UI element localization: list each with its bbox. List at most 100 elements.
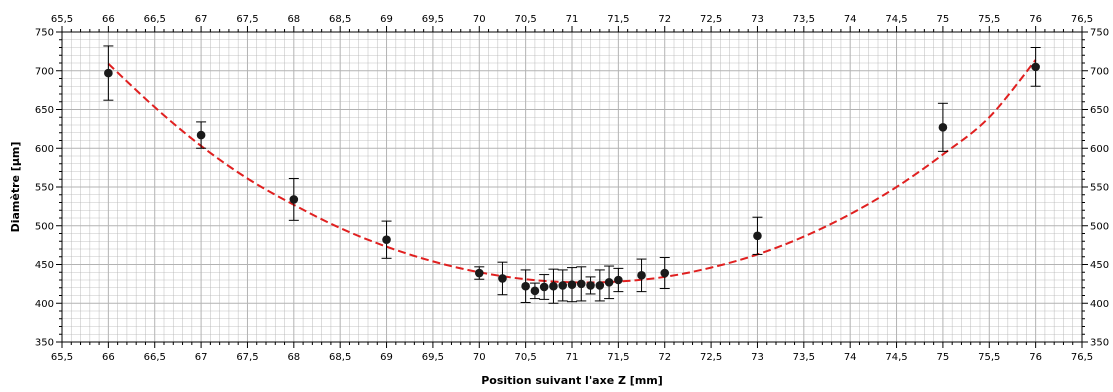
data-point: [1030, 47, 1041, 87]
data-marker: [586, 281, 595, 290]
y-tick-label-right: 550: [1090, 183, 1109, 194]
x-tick-label-top: 70: [473, 14, 486, 25]
data-points: [103, 45, 1041, 304]
x-tick-label-bottom: 66,5: [144, 352, 166, 363]
x-tick-label-top: 71,5: [607, 14, 629, 25]
data-point: [539, 274, 550, 300]
axis-ticks: [56, 26, 1088, 348]
x-tick-label-top: 74: [844, 14, 857, 25]
data-point: [520, 269, 531, 303]
x-tick-label-bottom: 73,5: [793, 352, 815, 363]
data-point: [567, 267, 577, 303]
y-tick-label-right: 450: [1090, 260, 1109, 271]
fit-curve: [107, 59, 1037, 284]
x-tick-label-top: 76: [1029, 14, 1042, 25]
x-tick-label-bottom: 74,5: [885, 352, 907, 363]
data-marker: [530, 286, 540, 296]
data-point: [529, 282, 540, 300]
data-point: [474, 266, 485, 280]
x-tick-label-bottom: 66: [102, 352, 115, 363]
data-marker: [595, 281, 605, 290]
x-tick-label-top: 73,5: [793, 14, 815, 25]
x-tick-label-top: 71: [566, 14, 579, 25]
x-tick-label-bottom: 76: [1029, 352, 1042, 363]
x-tick-label-top: 75,5: [978, 14, 1000, 25]
data-marker: [539, 282, 549, 292]
data-point: [288, 177, 299, 221]
x-tick-label-bottom: 74: [844, 352, 857, 363]
x-tick-label-bottom: 71: [566, 352, 579, 363]
x-tick-label-top: 68,5: [329, 14, 351, 25]
data-point: [636, 258, 647, 293]
data-marker: [498, 274, 507, 283]
data-point: [381, 220, 392, 259]
y-tick-label-right: 600: [1090, 144, 1109, 155]
x-tick-label-bottom: 75: [937, 352, 950, 363]
y-tick-label-right: 700: [1090, 66, 1109, 77]
x-tick-label-top: 69: [380, 14, 393, 25]
data-marker: [604, 278, 614, 287]
x-tick-label-top: 66,5: [144, 14, 166, 25]
x-tick-label-bottom: 70,5: [515, 352, 537, 363]
x-axis-title: Position suivant l'axe Z [mm]: [481, 374, 663, 387]
data-marker: [660, 268, 670, 278]
data-marker: [1031, 62, 1040, 72]
data-marker: [576, 279, 586, 289]
x-tick-label-top: 72: [658, 14, 671, 25]
x-tick-label-bottom: 75,5: [978, 352, 1000, 363]
x-tick-label-bottom: 72,5: [700, 352, 722, 363]
y-tick-label-right: 350: [1090, 338, 1109, 349]
x-tick-label-top: 76,5: [1071, 14, 1093, 25]
data-point: [613, 267, 624, 293]
x-tick-label-top: 70,5: [515, 14, 537, 25]
data-point: [585, 276, 596, 295]
x-tick-label-bottom: 70: [473, 352, 486, 363]
x-tick-label-bottom: 69,5: [422, 352, 444, 363]
x-tick-label-bottom: 76,5: [1071, 352, 1093, 363]
data-marker: [521, 281, 530, 291]
y-tick-label-left: 400: [35, 299, 54, 310]
y-tick-label-right: 750: [1090, 28, 1109, 39]
data-marker: [289, 195, 299, 204]
x-tick-label-top: 67: [195, 14, 208, 25]
data-point: [548, 268, 559, 304]
data-marker: [549, 281, 558, 291]
x-tick-label-bottom: 72: [658, 352, 671, 363]
x-tick-label-bottom: 68: [287, 352, 300, 363]
x-tick-label-top: 72,5: [700, 14, 722, 25]
x-tick-label-bottom: 67: [195, 352, 208, 363]
x-tick-label-bottom: 65,5: [51, 352, 73, 363]
x-tick-label-top: 75: [937, 14, 950, 25]
x-tick-label-bottom: 68,5: [329, 352, 351, 363]
data-marker: [753, 231, 762, 241]
data-marker: [614, 275, 623, 285]
data-point: [604, 265, 615, 300]
data-marker: [104, 68, 113, 78]
data-marker: [382, 235, 391, 244]
tick-labels: 65,5 65,5 66 66 66,5 66,5 67 67 67,5 67,5 68 68 68,5…: [35, 14, 1109, 363]
data-marker: [474, 268, 484, 278]
data-point: [196, 121, 207, 149]
y-tick-label-right: 400: [1090, 299, 1109, 310]
y-tick-label-left: 550: [35, 183, 54, 194]
y-tick-label-left: 650: [35, 105, 54, 116]
y-tick-label-left: 700: [35, 66, 54, 77]
y-tick-label-left: 450: [35, 260, 54, 271]
y-tick-label-right: 650: [1090, 105, 1109, 116]
x-tick-label-bottom: 71,5: [607, 352, 629, 363]
x-tick-label-bottom: 67,5: [236, 352, 258, 363]
data-point: [659, 257, 670, 290]
x-tick-label-top: 65,5: [51, 14, 73, 25]
data-point: [497, 261, 508, 296]
x-tick-label-top: 67,5: [236, 14, 258, 25]
data-marker: [196, 130, 206, 140]
y-tick-label-left: 600: [35, 144, 54, 155]
x-tick-label-bottom: 69: [380, 352, 393, 363]
x-tick-label-top: 74,5: [885, 14, 907, 25]
x-tick-label-top: 69,5: [422, 14, 444, 25]
data-marker: [637, 271, 646, 280]
y-tick-label-left: 500: [35, 221, 54, 232]
data-marker: [938, 123, 948, 132]
y-tick-label-right: 500: [1090, 221, 1109, 232]
